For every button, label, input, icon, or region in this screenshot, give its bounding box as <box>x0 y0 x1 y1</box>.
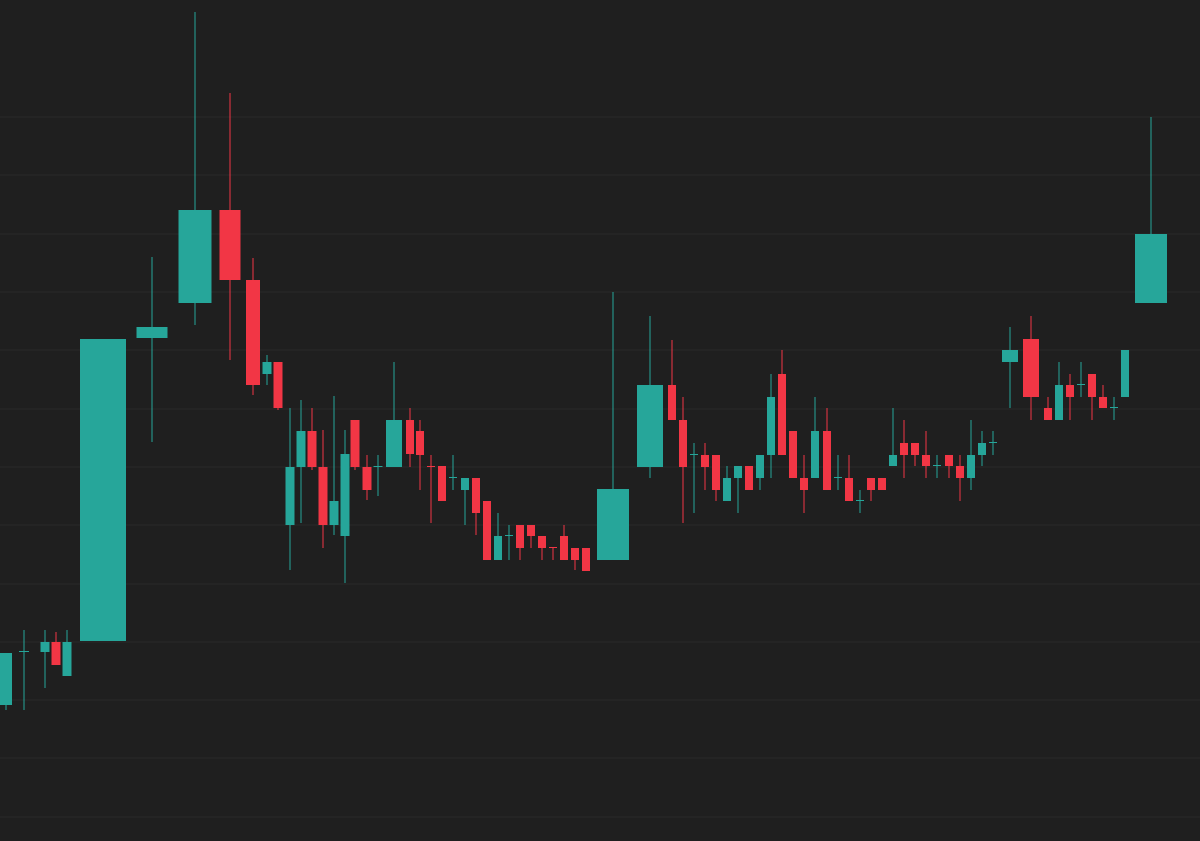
candle-body <box>1055 385 1063 420</box>
candle-body <box>668 385 676 420</box>
candle-body <box>51 642 61 665</box>
candle-body <box>373 466 383 467</box>
candle-body <box>516 525 524 548</box>
candle-body <box>483 501 491 560</box>
candle-body <box>690 454 698 455</box>
candle-body <box>1023 339 1039 397</box>
candle-body <box>273 362 283 408</box>
candle-body <box>789 431 797 478</box>
candle-body <box>823 431 831 490</box>
candle-body <box>296 431 306 467</box>
candle-body <box>406 420 414 454</box>
candle-body <box>461 478 469 490</box>
candle-body <box>989 442 997 443</box>
candle-body <box>767 397 775 455</box>
candle-body <box>318 467 328 525</box>
candle-body <box>386 420 402 467</box>
candle-body <box>438 466 446 501</box>
candle-body <box>922 455 930 466</box>
candle-body <box>911 443 919 455</box>
candle-body <box>1135 234 1167 303</box>
candle-body <box>350 420 360 467</box>
candle-body <box>136 327 168 338</box>
candle-body <box>472 478 480 513</box>
candle-body <box>834 477 842 478</box>
candle-body <box>856 500 864 501</box>
candle-body <box>62 642 72 676</box>
candle-body <box>1044 408 1052 420</box>
candle-body <box>549 547 557 548</box>
candle-body <box>778 374 786 455</box>
candle-body <box>878 478 886 490</box>
candle-body <box>40 642 50 652</box>
candle-body <box>723 478 731 501</box>
candle-body <box>712 455 720 490</box>
candle-body <box>1066 385 1074 397</box>
candle-body <box>978 443 986 455</box>
candle-body <box>701 455 709 467</box>
candle-body <box>178 210 212 303</box>
candle-body <box>362 467 372 490</box>
candle-body <box>811 431 819 478</box>
candle-body <box>800 478 808 490</box>
candle-body <box>1099 397 1107 408</box>
candle-body <box>427 466 435 467</box>
candle-body <box>0 653 12 705</box>
candle-body <box>933 465 941 466</box>
candle-body <box>329 501 339 525</box>
candle-body <box>560 536 568 560</box>
candle-body <box>1121 350 1129 397</box>
candle-body <box>527 525 535 536</box>
candle-body <box>538 536 546 548</box>
candle-body <box>340 454 350 536</box>
candle-body <box>889 455 897 466</box>
candle-body <box>505 535 513 536</box>
candle-body <box>246 280 260 385</box>
candle-body <box>745 466 753 490</box>
candle-body <box>494 536 502 560</box>
candle-body <box>1088 374 1096 397</box>
candle-body <box>1110 407 1118 408</box>
candle-body <box>867 478 875 490</box>
candle-body <box>1077 384 1085 385</box>
candle-body <box>845 478 853 501</box>
candle-body <box>582 548 590 571</box>
candle-body <box>285 467 295 525</box>
candle-body <box>679 420 687 467</box>
candle-body <box>307 431 317 467</box>
candle-body <box>262 362 272 374</box>
candle-body <box>597 489 629 560</box>
candle-body <box>449 477 457 478</box>
candle-body <box>416 431 424 455</box>
candle-body <box>945 455 953 466</box>
candle-body <box>967 455 975 478</box>
candle-body <box>956 466 964 478</box>
candle-body <box>19 651 29 652</box>
candle-body <box>80 339 126 641</box>
candle-body <box>734 466 742 478</box>
candle-body <box>219 210 241 280</box>
candle-body <box>1002 350 1018 362</box>
candle-body <box>571 548 579 560</box>
candle-body <box>637 385 663 467</box>
candle-body <box>900 443 908 455</box>
candle-body <box>756 455 764 478</box>
